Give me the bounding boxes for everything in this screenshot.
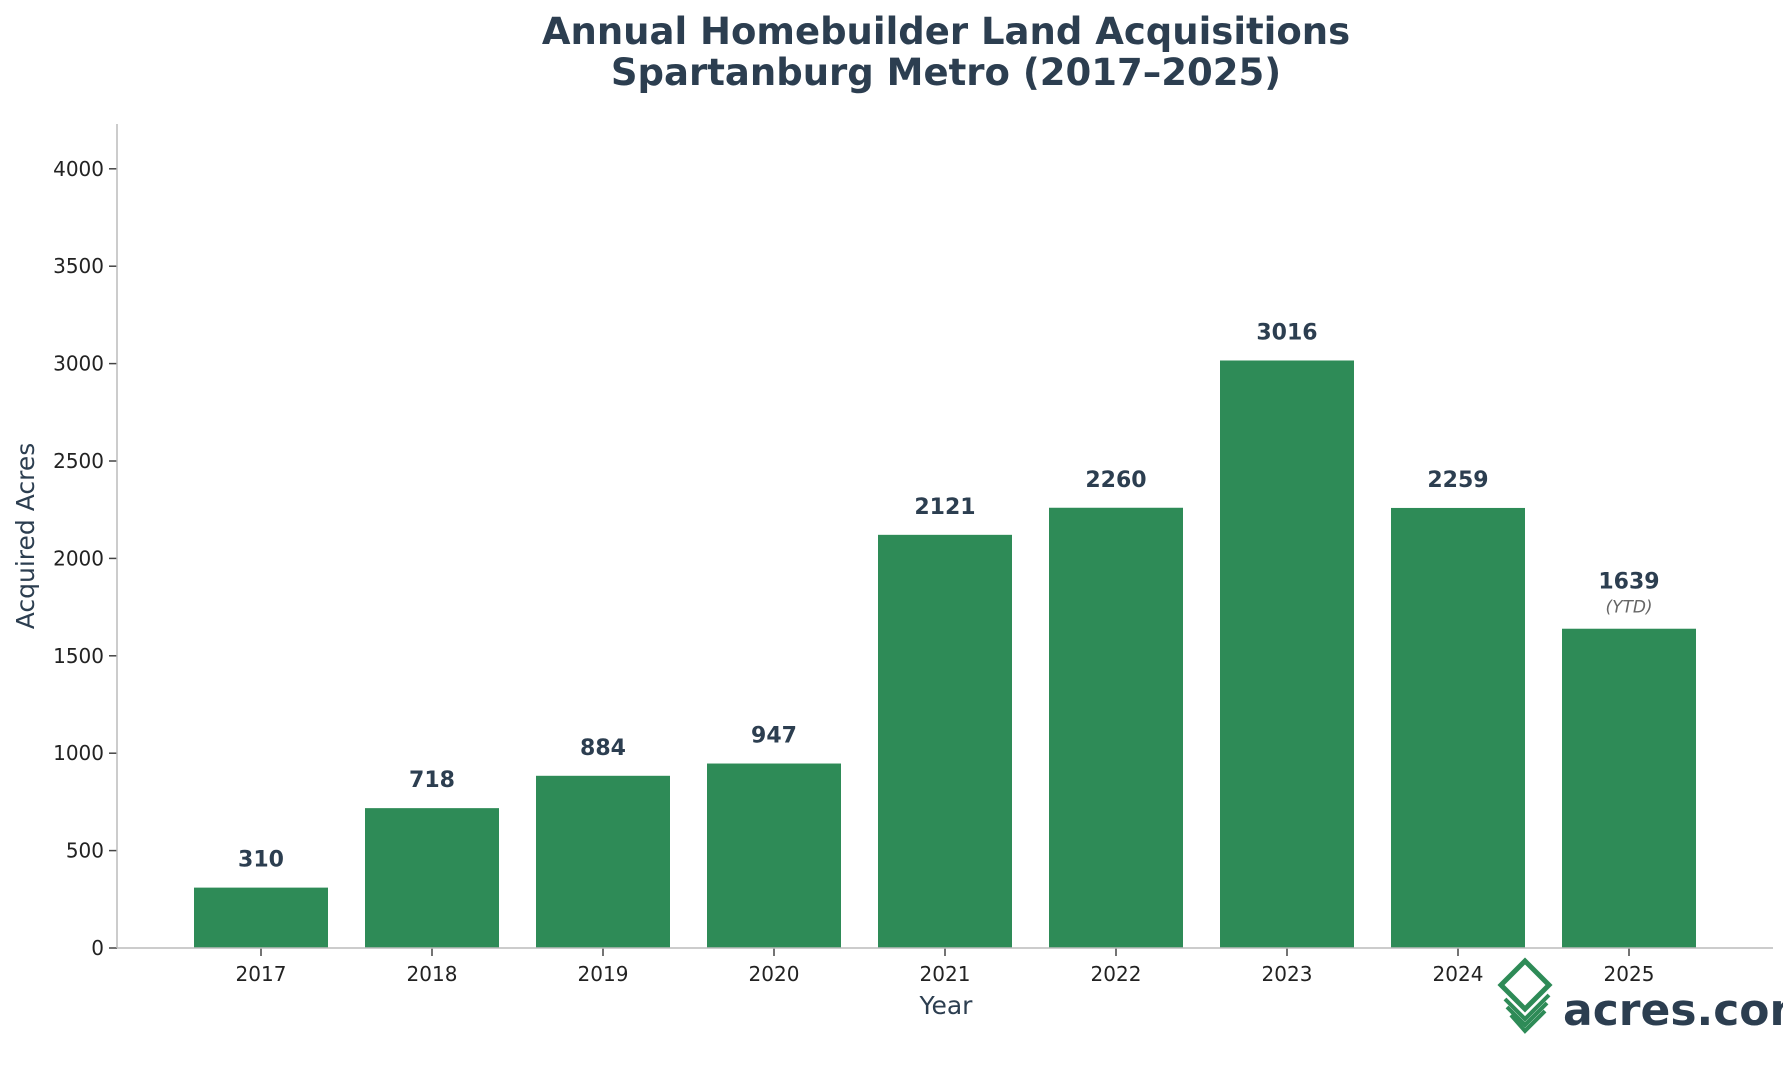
y-tick-label-2000: 2000 — [53, 546, 104, 570]
bar-2017 — [194, 887, 328, 948]
data-label-2025: 1639 — [1598, 570, 1659, 595]
annotation-2025: (YTD) — [1605, 598, 1652, 618]
y-axis-ticks: 0 500 1000 1500 2000 2500 3000 3500 4000 — [53, 157, 117, 960]
x-tick-label-2021: 2021 — [920, 962, 971, 986]
data-label-2024: 2259 — [1427, 468, 1488, 493]
x-tick-label-2022: 2022 — [1091, 962, 1142, 986]
x-tick-label-2020: 2020 — [749, 962, 800, 986]
acres-logo-icon — [1497, 957, 1553, 1034]
data-label-2018: 718 — [409, 768, 455, 793]
data-label-2019: 884 — [580, 736, 626, 761]
x-tick-label-2017: 2017 — [236, 962, 287, 986]
data-label-2017: 310 — [238, 848, 284, 873]
chart-title: Annual Homebuilder Land Acquisitions Spa… — [542, 10, 1350, 94]
x-tick-label-2025: 2025 — [1604, 962, 1655, 986]
bar-2023 — [1220, 360, 1354, 948]
bar-2025 — [1562, 628, 1696, 948]
data-label-2023: 3016 — [1256, 320, 1317, 345]
y-tick-label-3000: 3000 — [53, 352, 104, 376]
bar-2019 — [536, 775, 670, 948]
y-tick-label-0: 0 — [91, 936, 104, 960]
y-tick-label-2500: 2500 — [53, 449, 104, 473]
y-tick-label-3500: 3500 — [53, 254, 104, 278]
bar-2024 — [1391, 507, 1525, 948]
data-label-2022: 2260 — [1085, 468, 1146, 493]
bar-2018 — [365, 808, 499, 948]
data-label-2020: 947 — [751, 724, 797, 749]
y-tick-label-1500: 1500 — [53, 644, 104, 668]
y-tick-label-500: 500 — [66, 839, 104, 863]
x-axis-label: Year — [919, 991, 974, 1020]
x-tick-label-2023: 2023 — [1262, 962, 1313, 986]
x-tick-label-2019: 2019 — [578, 962, 629, 986]
y-axis-label: Acquired Acres — [11, 443, 40, 630]
acres-logo: acres.com — [1497, 957, 1783, 1036]
x-axis-ticks: 2017 2018 2019 2020 2021 2022 2023 2024 2025 — [236, 948, 1655, 986]
y-tick-label-4000: 4000 — [53, 157, 104, 181]
acres-logo-text: acres.com — [1563, 985, 1783, 1036]
bar-2020 — [707, 763, 841, 948]
bar-2022 — [1049, 507, 1183, 948]
chart-title-line-1: Annual Homebuilder Land Acquisitions — [542, 10, 1350, 53]
data-labels: 310 718 884 947 2121 2260 3016 2259 1639 (YTD) — [238, 320, 1660, 872]
x-tick-label-2018: 2018 — [407, 962, 458, 986]
data-label-2021: 2121 — [914, 495, 975, 520]
chart-title-line-2: Spartanburg Metro (2017–2025) — [611, 51, 1281, 94]
bars — [194, 360, 1696, 948]
x-tick-label-2024: 2024 — [1433, 962, 1484, 986]
bar-2021 — [878, 534, 1012, 948]
y-tick-label-1000: 1000 — [53, 741, 104, 765]
